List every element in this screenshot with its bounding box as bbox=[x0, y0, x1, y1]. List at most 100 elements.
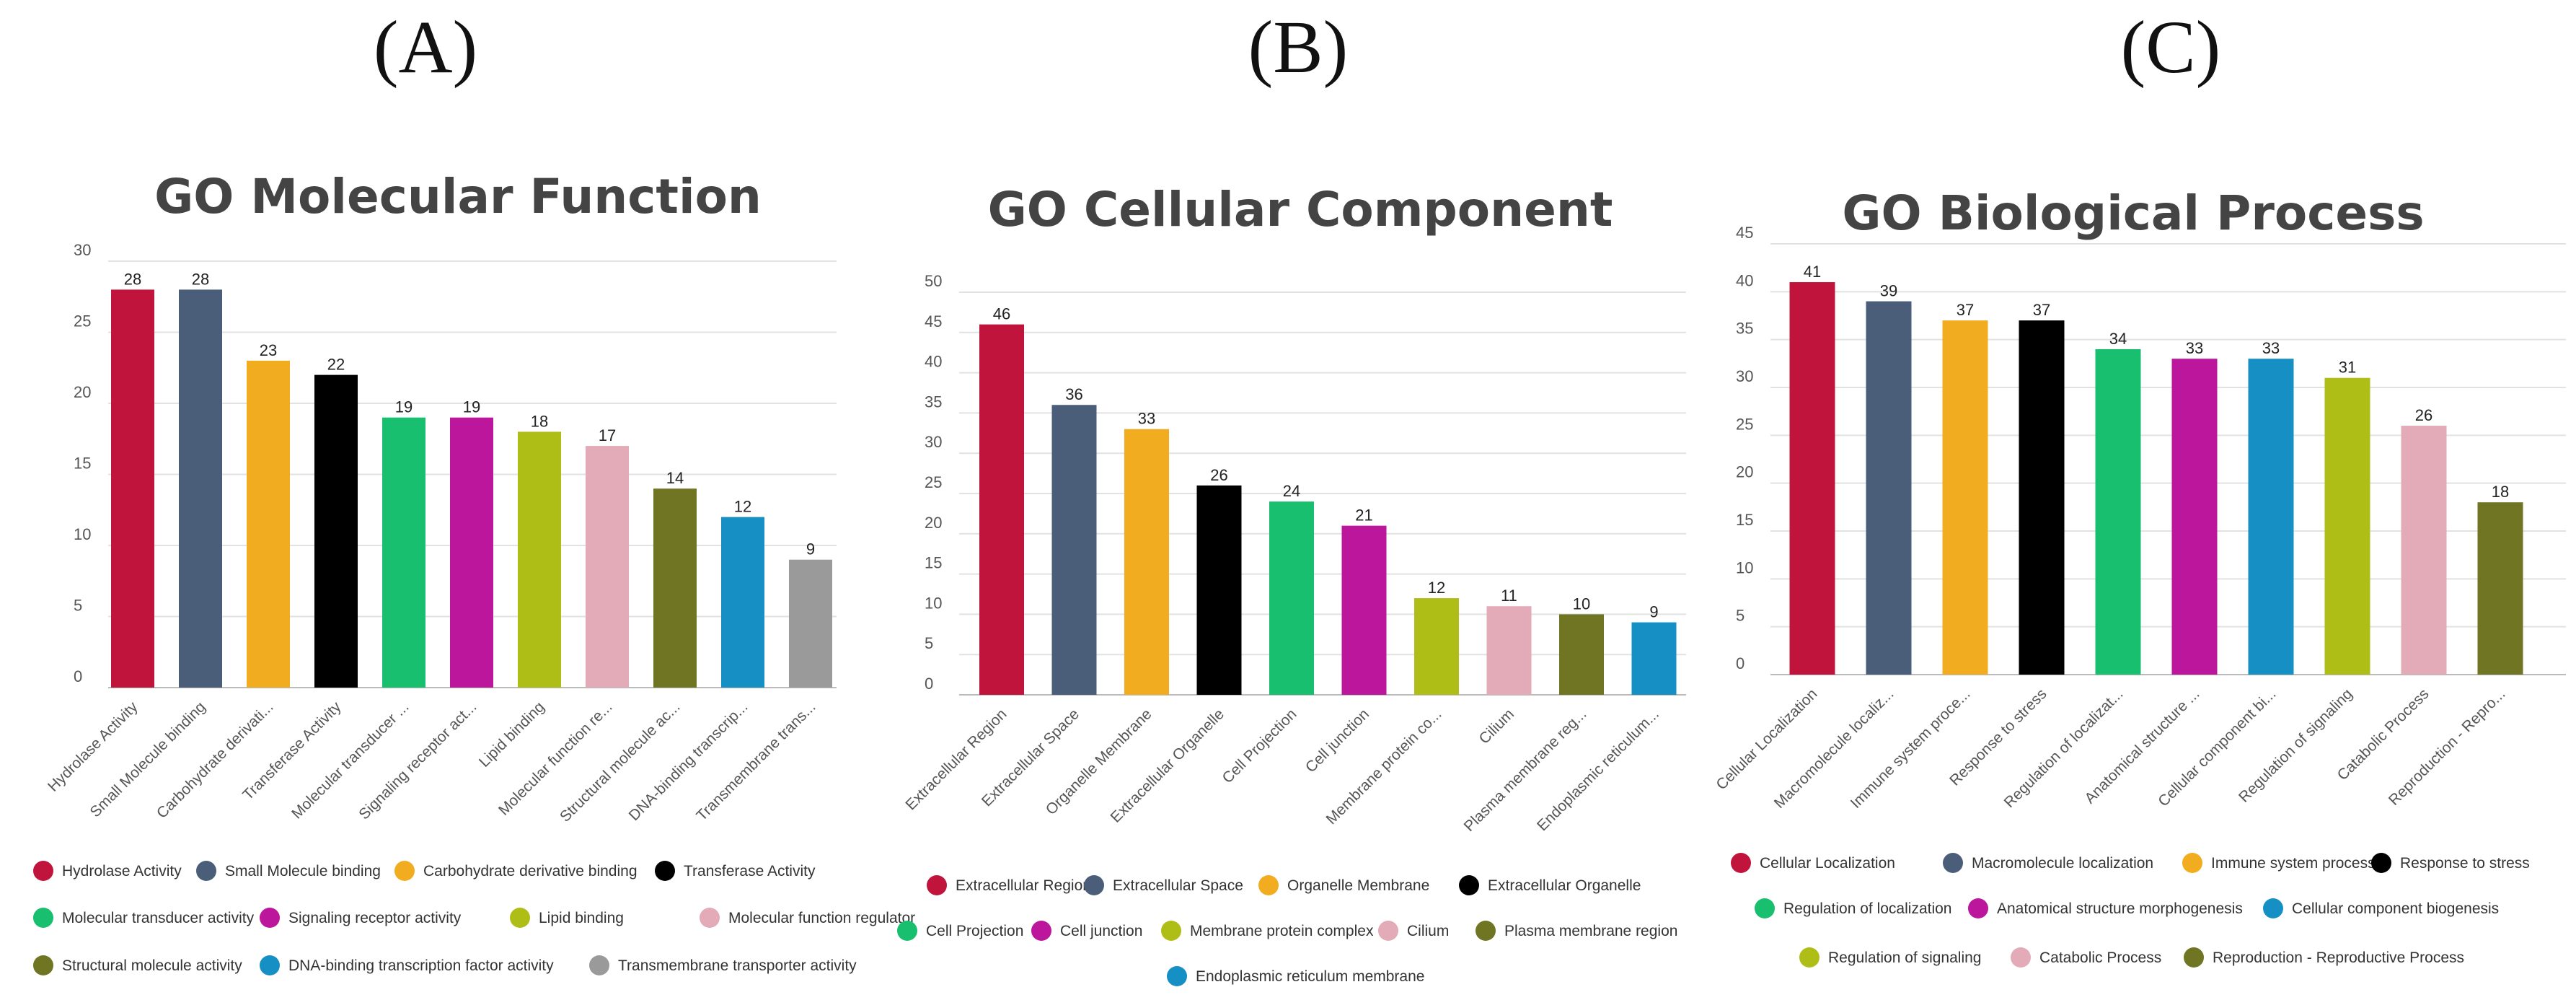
legend-label: Catabolic Process bbox=[2039, 949, 2161, 966]
bar bbox=[1051, 405, 1097, 695]
legend-label: Reproduction - Reproductive Process bbox=[2213, 949, 2464, 966]
bar bbox=[1631, 622, 1677, 695]
legend-swatch bbox=[927, 875, 947, 895]
bar bbox=[1789, 282, 1835, 675]
legend-label: Extracellular Region bbox=[956, 877, 1091, 894]
x-tick-label: Plasma membrane reg... bbox=[1461, 706, 1590, 835]
y-tick-label: 30 bbox=[74, 241, 91, 259]
chart-cellular-component: GO Cellular Component 0 5 10 15 20 25 30 35 40 45 5… bbox=[897, 182, 1686, 986]
x-tick-label: Lipid binding bbox=[476, 698, 548, 771]
legend-swatch bbox=[33, 955, 53, 975]
x-tick-label: DNA-binding transcrip... bbox=[626, 698, 751, 824]
bar bbox=[2324, 377, 2370, 675]
bar bbox=[653, 488, 697, 688]
legend-swatch bbox=[394, 861, 415, 881]
y-tick-label: 15 bbox=[1736, 511, 1753, 529]
y-tick-label: 5 bbox=[1736, 607, 1744, 625]
bar-value-label: 9 bbox=[806, 540, 815, 558]
x-tick-label: Molecular function re... bbox=[495, 698, 615, 818]
legend-label: Plasma membrane region bbox=[1504, 923, 1677, 939]
y-tick-label: 45 bbox=[925, 312, 942, 330]
bar-value-label: 31 bbox=[2339, 359, 2356, 377]
bar-value-label: 26 bbox=[2415, 406, 2432, 424]
panel-label-b: (B) bbox=[1248, 6, 1349, 89]
legend-swatch bbox=[33, 861, 53, 881]
bar bbox=[1414, 598, 1459, 695]
legend-swatch bbox=[897, 921, 917, 941]
legend-label: Structural molecule activity bbox=[62, 957, 242, 974]
legend-swatch bbox=[1968, 898, 1988, 918]
y-tick-label: 20 bbox=[74, 383, 91, 401]
y-tick-label: 15 bbox=[925, 554, 942, 572]
bar bbox=[247, 360, 290, 688]
bar-value-label: 33 bbox=[2262, 339, 2280, 357]
legend-label: Regulation of localization bbox=[1783, 900, 1951, 917]
bar bbox=[1341, 525, 1387, 695]
bar bbox=[2095, 348, 2141, 675]
y-tick-label: 0 bbox=[925, 675, 933, 693]
legend-swatch bbox=[700, 908, 720, 928]
y-tick-label: 45 bbox=[1736, 224, 1753, 242]
legend-swatch bbox=[1161, 921, 1181, 941]
legend-label: Transferase Activity bbox=[684, 863, 816, 880]
y-tick-label: 25 bbox=[1736, 415, 1753, 433]
bar-value-label: 12 bbox=[1428, 579, 1445, 597]
y-tick-label: 10 bbox=[74, 525, 91, 543]
legend-swatch bbox=[2263, 898, 2283, 918]
x-tick-label: Small Molecule binding bbox=[87, 698, 209, 820]
bar-value-label: 28 bbox=[124, 270, 141, 288]
bar-value-label: 37 bbox=[2033, 301, 2050, 319]
x-tick-label: Transmembrane trans... bbox=[693, 698, 819, 824]
chart-title: GO Molecular Function bbox=[154, 169, 762, 224]
bar bbox=[1942, 320, 1988, 675]
y-tick-label: 10 bbox=[1736, 558, 1753, 576]
legend-swatch bbox=[1084, 875, 1104, 895]
legend-label: Organelle Membrane bbox=[1287, 877, 1429, 894]
y-tick-label: 40 bbox=[925, 353, 942, 371]
legend-swatch bbox=[260, 908, 280, 928]
x-tick-label: Molecular transducer ... bbox=[288, 698, 412, 822]
legend-label: Extracellular Space bbox=[1113, 877, 1243, 894]
x-tick-label: Signaling receptor act... bbox=[356, 698, 480, 823]
bar bbox=[314, 374, 358, 688]
legend-swatch bbox=[2182, 853, 2202, 873]
bar-value-label: 24 bbox=[1283, 482, 1300, 500]
legend-label: Regulation of signaling bbox=[1828, 949, 1981, 966]
legend-label: Response to stress bbox=[2400, 855, 2530, 872]
legend-swatch bbox=[1731, 853, 1751, 873]
bar bbox=[2401, 426, 2447, 675]
legend-label: Small Molecule binding bbox=[225, 863, 381, 880]
legend-label: Immune system process bbox=[2211, 855, 2376, 872]
y-tick-label: 5 bbox=[925, 634, 933, 652]
legend-swatch bbox=[260, 955, 280, 975]
x-tick-label: Endoplasmic reticulum... bbox=[1534, 706, 1662, 834]
x-tick-label: Carbohydrate derivati... bbox=[154, 698, 277, 822]
bar bbox=[979, 324, 1024, 695]
bar bbox=[1866, 301, 1912, 675]
y-tick-label: 30 bbox=[925, 433, 942, 451]
legend-label: Lipid binding bbox=[539, 910, 624, 926]
y-tick-label: 35 bbox=[925, 392, 942, 411]
legend-swatch bbox=[1258, 875, 1279, 895]
x-tick-label: Structural molecule ac... bbox=[557, 698, 684, 825]
legend-label: Transmembrane transporter activity bbox=[618, 957, 857, 974]
legend-label: Extracellular Organelle bbox=[1488, 877, 1641, 894]
legend-label: Anatomical structure morphogenesis bbox=[1997, 900, 2243, 917]
bar-value-label: 9 bbox=[1649, 603, 1658, 621]
chart-title: GO Cellular Component bbox=[988, 182, 1613, 237]
legend-label: Hydrolase Activity bbox=[62, 863, 182, 880]
legend-swatch bbox=[2184, 947, 2204, 968]
bar-value-label: 21 bbox=[1355, 506, 1372, 525]
legend-label: Cell junction bbox=[1060, 923, 1142, 939]
bar bbox=[789, 559, 832, 688]
y-tick-label: 20 bbox=[925, 514, 942, 532]
legend-swatch bbox=[2011, 947, 2031, 968]
bar bbox=[1559, 614, 1604, 695]
y-tick-label: 30 bbox=[1736, 367, 1753, 385]
y-tick-label: 35 bbox=[1736, 320, 1753, 338]
legend-swatch bbox=[589, 955, 609, 975]
bar bbox=[450, 417, 493, 688]
y-tick-label: 25 bbox=[925, 473, 942, 491]
y-tick-label: 10 bbox=[925, 594, 942, 612]
